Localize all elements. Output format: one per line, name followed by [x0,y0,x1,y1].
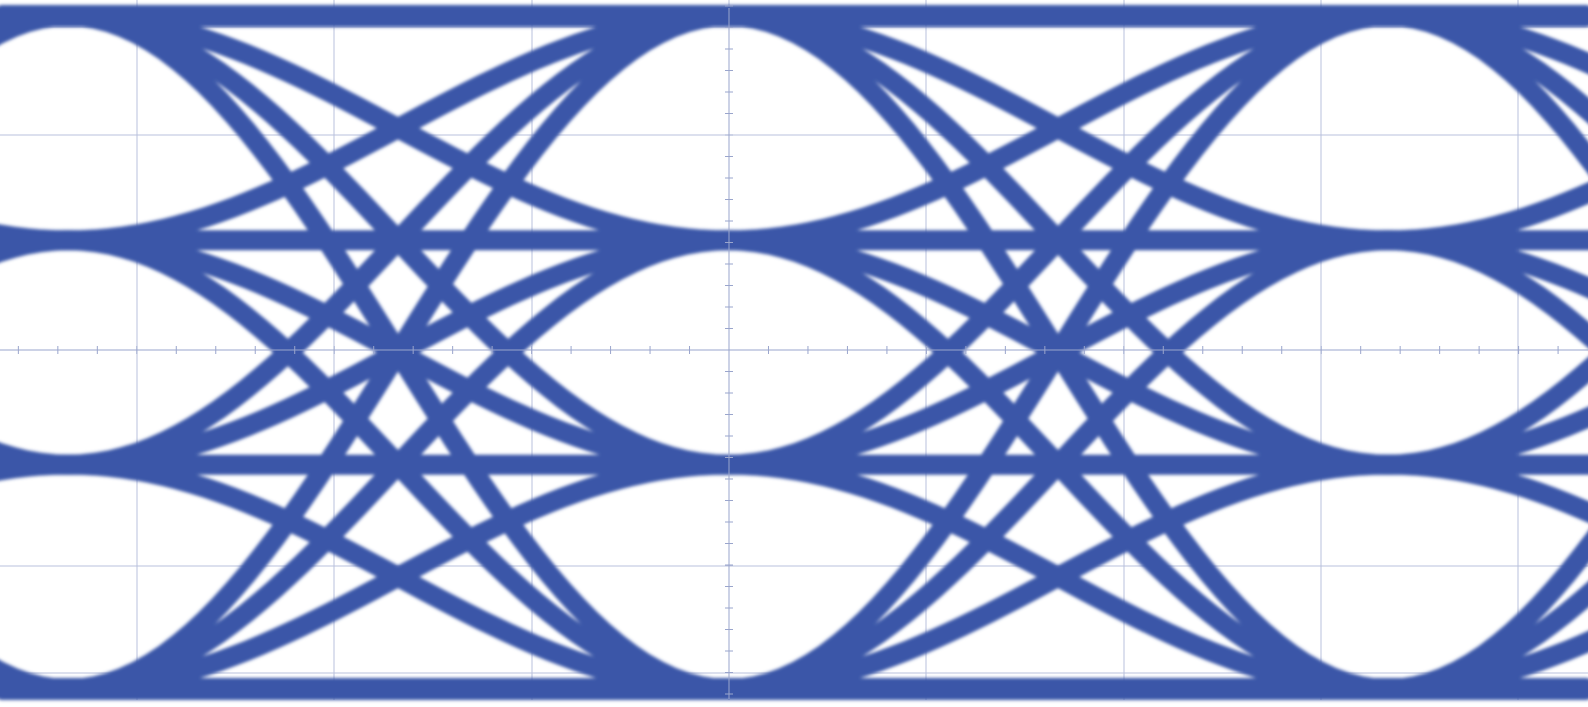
eye-traces [0,5,1588,700]
eye-trace [1387,182,1588,251]
eye-trace [67,6,729,251]
eye-trace [1387,230,1588,348]
eye-trace [67,454,729,699]
eye-trace [1387,6,1588,75]
eye-trace [727,454,1389,699]
eye-trace [727,6,1389,251]
eye-trace [1387,531,1588,699]
eye-trace [1387,357,1588,475]
eye-trace [1387,406,1588,475]
eye-trace [67,6,729,699]
eye-trace [1387,630,1588,699]
eye-trace [1387,6,1588,124]
eye-trace [727,6,1389,699]
eye-trace [1387,454,1588,523]
eye-trace [1387,6,1588,174]
center-axes [0,5,1588,699]
eye-trace [1387,230,1588,299]
eye-trace [1387,581,1588,699]
